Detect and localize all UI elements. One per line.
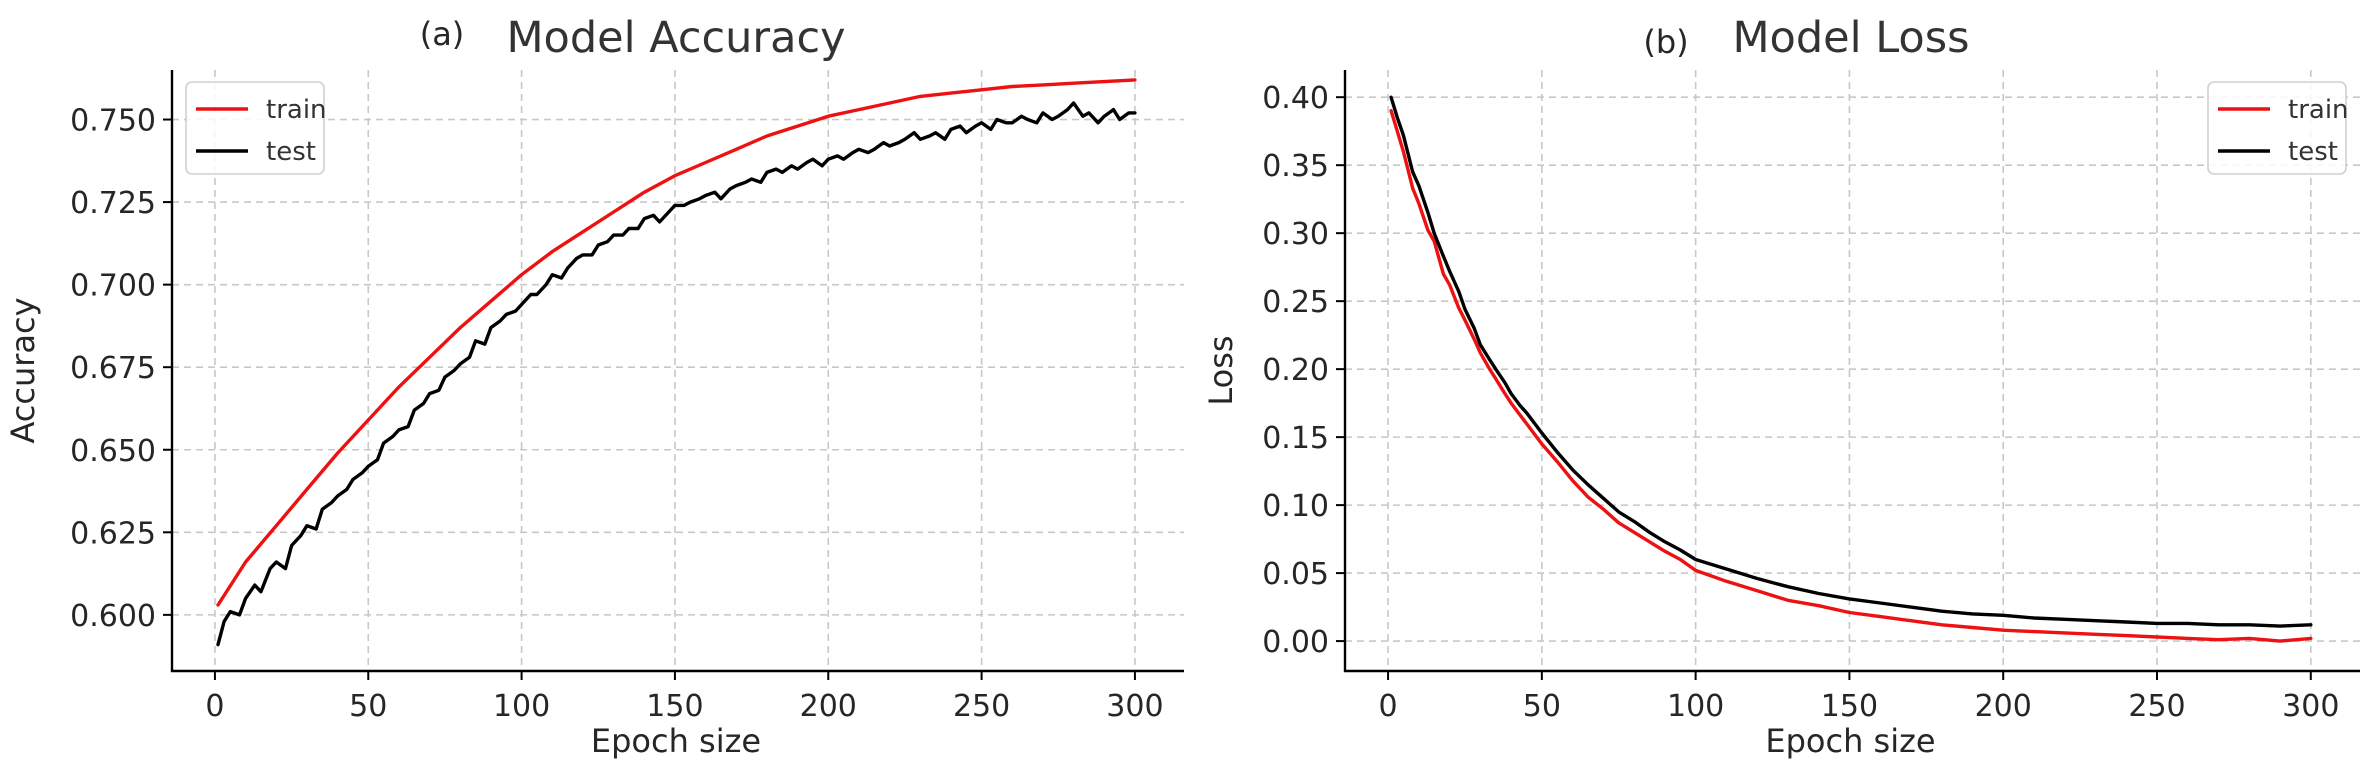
chart-panel-1: 0 50 100 150 200 250 300 0.600 0.625 0.650 0.675 0.… <box>4 13 1184 760</box>
y-tick-label: 0.40 <box>1262 81 1329 116</box>
x-tick-label: 200 <box>1975 689 2032 724</box>
x-tick-label: 0 <box>1379 689 1398 724</box>
y-tick-label: 0.650 <box>70 434 156 469</box>
y-tick-label: 0.15 <box>1262 421 1329 456</box>
y-tick-label: 0.25 <box>1262 285 1329 320</box>
x-tick-label: 300 <box>1106 689 1163 724</box>
x-tick-label: 0 <box>205 689 224 724</box>
x-axis-label: Epoch size <box>591 722 761 760</box>
chart-panel-2: 0 50 100 150 200 250 300 0.00 0.05 0.10 0.15 0.20 0.… <box>1202 13 2360 760</box>
y-tick-label: 0.675 <box>70 351 156 386</box>
legend-label-train: train <box>2288 95 2349 125</box>
axis-spine <box>1343 70 2360 673</box>
series-line-train <box>1389 109 2313 643</box>
y-tick-label: 0.600 <box>70 599 156 634</box>
legend-label-test: test <box>2288 137 2338 167</box>
y-tick-label: 0.35 <box>1262 149 1329 184</box>
x-axis-label: Epoch size <box>1765 722 1935 760</box>
chart-title: Model Accuracy <box>506 13 845 63</box>
y-tick-label: 0.725 <box>70 186 156 221</box>
legend: train test <box>185 81 327 175</box>
x-tick-label: 250 <box>2128 689 2185 724</box>
y-tick-label: 0.10 <box>1262 489 1329 524</box>
legend-label-test: test <box>266 137 316 167</box>
x-tick-label: 50 <box>1523 689 1561 724</box>
axis-spine <box>170 70 1184 673</box>
y-tick-label: 0.00 <box>1262 625 1329 660</box>
y-tick-label: 0.30 <box>1262 217 1329 252</box>
x-tick-label: 100 <box>493 689 550 724</box>
panel-tag: (b) <box>1643 23 1688 61</box>
y-axis-label: Loss <box>1202 335 1240 405</box>
x-tick-label: 150 <box>646 689 703 724</box>
y-axis-label: Accuracy <box>4 297 42 443</box>
chart-title: Model Loss <box>1732 13 1969 63</box>
x-tick-label: 300 <box>2282 689 2339 724</box>
x-tick-label: 100 <box>1667 689 1724 724</box>
x-tick-label: 250 <box>953 689 1010 724</box>
legend: train test <box>2207 81 2349 175</box>
panel-tag: (a) <box>420 15 465 53</box>
series-line-train <box>216 78 1137 607</box>
y-tick-label: 0.700 <box>70 269 156 304</box>
y-tick-label: 0.05 <box>1262 557 1329 592</box>
series-line-test <box>216 101 1137 647</box>
x-tick-label: 150 <box>1821 689 1878 724</box>
y-tick-label: 0.20 <box>1262 353 1329 388</box>
x-tick-label: 50 <box>349 689 387 724</box>
y-tick-label: 0.625 <box>70 516 156 551</box>
x-tick-label: 200 <box>800 689 857 724</box>
legend-label-train: train <box>266 95 327 125</box>
series-line-test <box>1389 95 2313 628</box>
y-tick-label: 0.750 <box>70 104 156 139</box>
